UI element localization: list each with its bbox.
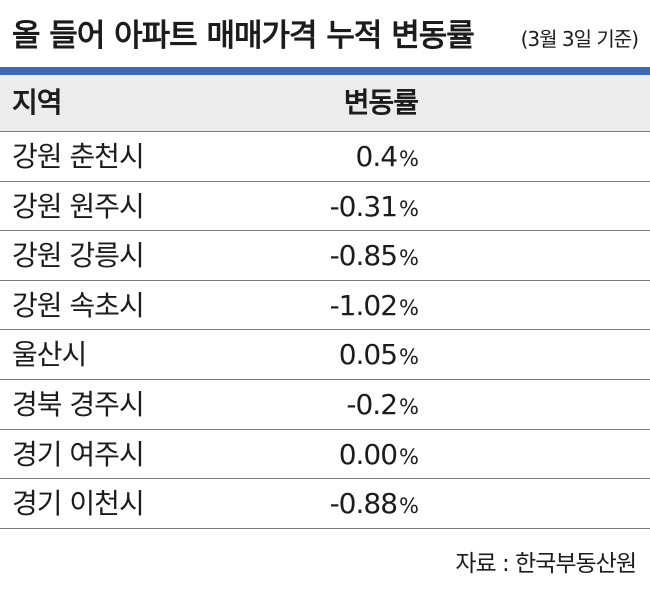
column-header-region: 지역 xyxy=(12,86,63,119)
rate-cell: -0.85% xyxy=(329,231,419,283)
rate-unit: % xyxy=(399,295,419,320)
region-cell: 경북 경주시 xyxy=(12,387,145,421)
rate-cell: -1.02% xyxy=(329,281,419,333)
rate-unit: % xyxy=(399,494,419,519)
rate-value: 0.05 xyxy=(338,338,398,372)
region-cell: 강원 원주시 xyxy=(12,189,145,223)
rate-value: 0.4 xyxy=(355,140,399,173)
rate-value: -0.88 xyxy=(329,487,398,521)
rate-unit: % xyxy=(399,394,419,419)
accent-rule xyxy=(0,67,650,75)
title-row: 올 들어 아파트 매매가격 누적 변동률 (3월 3일 기준) xyxy=(12,14,639,58)
table-row: 경기 이천시 -0.88% xyxy=(0,479,650,529)
rate-cell: 0.00% xyxy=(338,430,419,482)
rate-unit: % xyxy=(399,196,419,221)
rate-cell: -0.2% xyxy=(346,380,419,432)
source-note: 자료 : 한국부동산원 xyxy=(455,551,637,577)
rate-cell: 0.4% xyxy=(356,132,419,184)
table-row: 경북 경주시 -0.2% xyxy=(0,380,650,430)
table-row: 강원 강릉시 -0.85% xyxy=(0,231,650,281)
table-row: 강원 속초시 -1.02% xyxy=(0,281,650,331)
rate-cell: -0.88% xyxy=(329,479,419,531)
region-cell: 울산시 xyxy=(12,338,87,372)
rate-value: -0.85 xyxy=(329,239,398,273)
rate-unit: % xyxy=(399,345,419,370)
rate-unit: % xyxy=(399,444,419,469)
table-row: 경기 여주시 0.00% xyxy=(0,430,650,480)
rate-unit: % xyxy=(399,147,419,171)
region-cell: 강원 속초시 xyxy=(12,288,145,322)
rate-cell: 0.05% xyxy=(338,330,419,382)
column-header-rate: 변동률 xyxy=(343,86,419,119)
page-title: 올 들어 아파트 매매가격 누적 변동률 xyxy=(12,18,475,54)
change-rate-table: 지역 변동률 강원 춘천시 0.4% 강원 원주시 -0.31% 강원 강릉시 … xyxy=(0,75,650,529)
table-row: 강원 원주시 -0.31% xyxy=(0,182,650,232)
region-cell: 경기 이천시 xyxy=(12,487,145,521)
rate-unit: % xyxy=(399,246,419,271)
rate-value: -0.2 xyxy=(346,387,398,421)
rate-value: -1.02 xyxy=(329,288,398,322)
date-note: (3월 3일 기준) xyxy=(520,27,639,51)
rate-value: 0.00 xyxy=(338,437,398,471)
table-row: 울산시 0.05% xyxy=(0,330,650,380)
table-row: 강원 춘천시 0.4% xyxy=(0,132,650,182)
rate-cell: -0.31% xyxy=(329,182,419,234)
region-cell: 경기 여주시 xyxy=(12,437,145,471)
region-cell: 강원 춘천시 xyxy=(12,140,145,173)
table-header: 지역 변동률 xyxy=(0,75,650,132)
rate-value: -0.31 xyxy=(329,189,398,223)
region-cell: 강원 강릉시 xyxy=(12,239,145,273)
